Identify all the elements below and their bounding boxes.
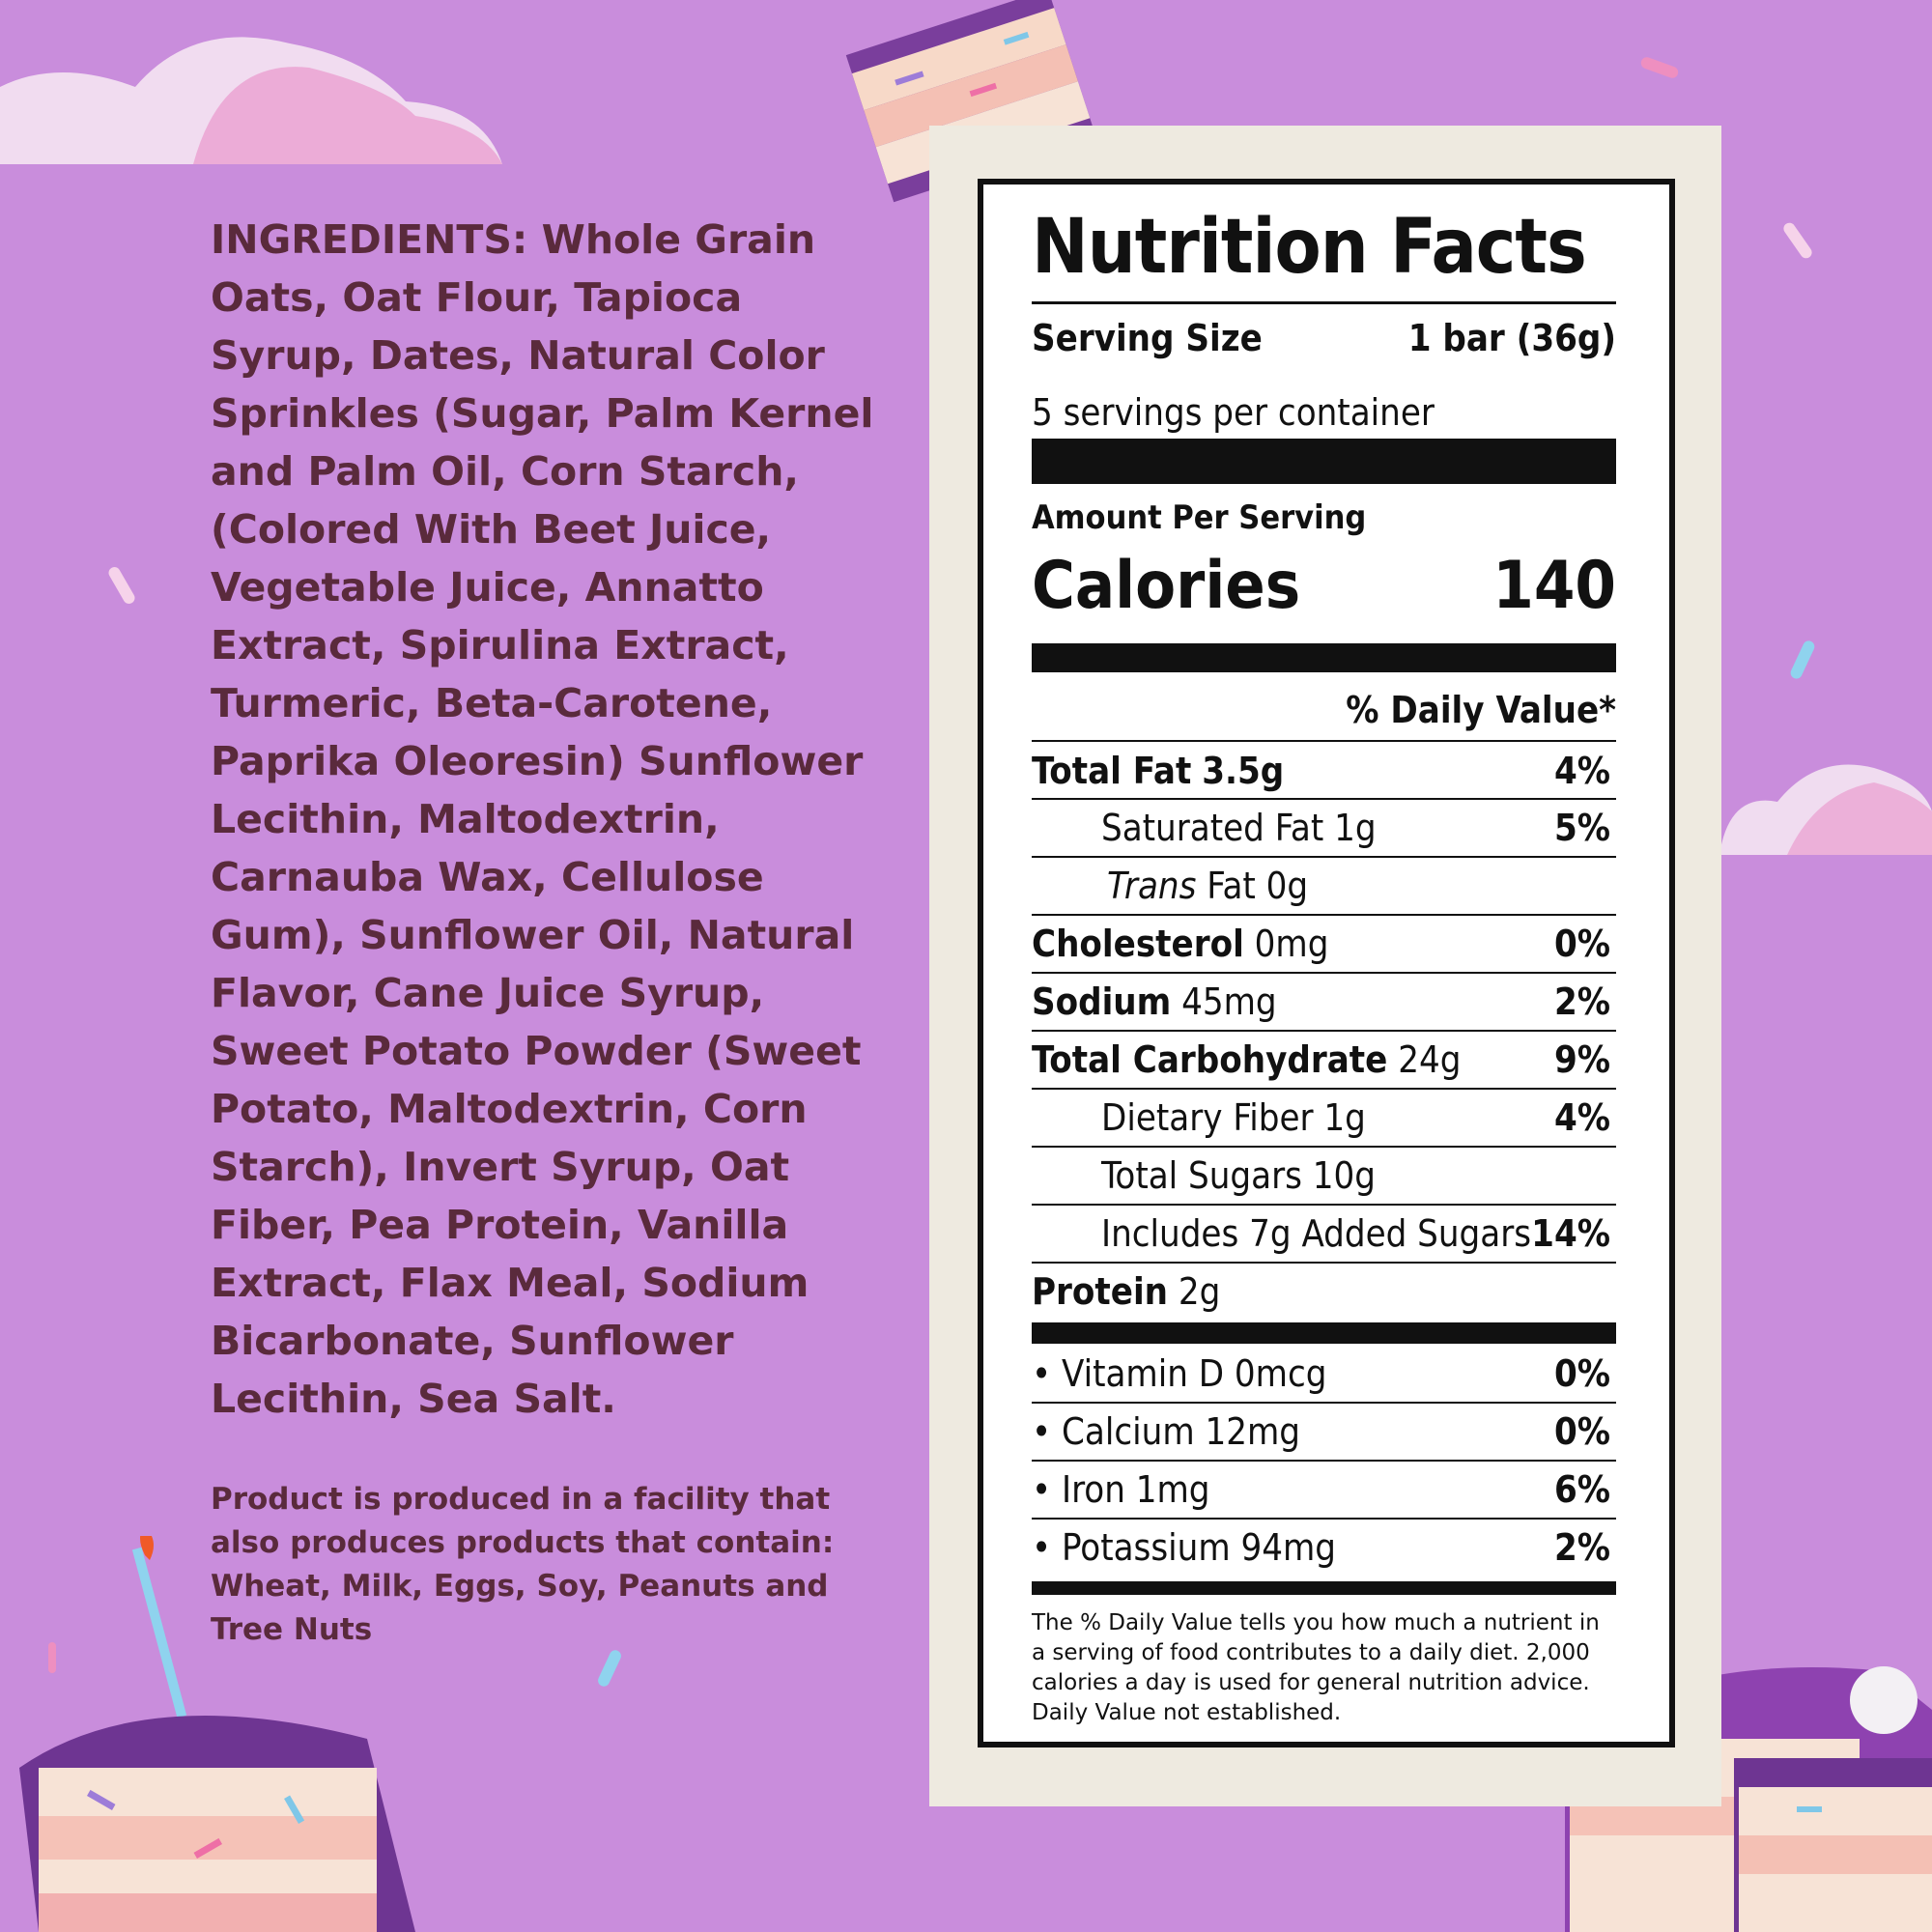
divider: [1032, 1518, 1616, 1520]
cloud-top-left: [0, 37, 502, 164]
total-fat-dv: 4%: [1553, 750, 1610, 792]
total-carb-label: Total Carbohydrate: [1032, 1038, 1388, 1081]
protein-amount: 2g: [1178, 1270, 1221, 1313]
saturated-fat-dv: 5%: [1553, 807, 1610, 849]
servings-per-container: 5 servings per container: [1032, 391, 1435, 434]
daily-value-header: % Daily Value*: [1346, 689, 1616, 731]
cholesterol-row: Cholesterol 0mg 0%: [1032, 916, 1616, 972]
amount-per-serving: Amount Per Serving: [1032, 498, 1367, 537]
sodium-label: Sodium: [1032, 980, 1172, 1023]
total-fat-amount: 3.5g: [1202, 750, 1285, 792]
total-carbohydrate-row: Total Carbohydrate 24g 9%: [1032, 1032, 1616, 1088]
nutrition-facts-title: Nutrition Facts: [1032, 204, 1587, 291]
sprinkle: [1788, 639, 1817, 681]
total-sugars-label: Total Sugars 10g: [1101, 1154, 1376, 1197]
total-sugars-row: Total Sugars 10g: [1032, 1148, 1616, 1204]
iron-dv: 6%: [1553, 1468, 1610, 1511]
protein-row: Protein 2g: [1032, 1264, 1616, 1320]
divider: [1032, 856, 1616, 858]
trans-fat-italic: Trans: [1107, 865, 1197, 907]
thick-divider: [1032, 439, 1616, 484]
divider: [1032, 740, 1616, 742]
calories-label: Calories: [1032, 547, 1301, 624]
added-sugars-label: Includes 7g Added Sugars: [1101, 1212, 1532, 1255]
trans-fat-row: Trans Fat 0g: [1032, 858, 1616, 914]
sodium-amount: 45mg: [1181, 980, 1277, 1023]
calcium-dv: 0%: [1553, 1410, 1610, 1453]
allergen-statement: Product is produced in a facility that a…: [211, 1482, 835, 1647]
divider: [1032, 1204, 1616, 1206]
potassium-label: • Potassium 94mg: [1032, 1526, 1337, 1569]
protein-label: Protein: [1032, 1270, 1168, 1313]
serving-size-label: Serving Size: [1032, 317, 1263, 359]
thick-divider: [1032, 1581, 1616, 1595]
sprinkle: [48, 1642, 56, 1673]
thick-divider: [1032, 1322, 1616, 1344]
total-carb-amount: 24g: [1398, 1038, 1462, 1081]
divider: [1032, 1030, 1616, 1032]
thick-divider: [1032, 643, 1616, 672]
daily-value-header-row: % Daily Value*: [1032, 682, 1616, 738]
sprinkle: [596, 1648, 623, 1689]
ingredients-label: INGREDIENTS:: [211, 216, 528, 263]
dietary-fiber-label: Dietary Fiber 1g: [1101, 1096, 1366, 1139]
sprinkle: [1781, 220, 1814, 261]
cholesterol-amount: 0mg: [1254, 923, 1329, 965]
saturated-fat-label: Saturated Fat 1g: [1101, 807, 1377, 849]
iron-label: • Iron 1mg: [1032, 1468, 1210, 1511]
total-fat-row: Total Fat 3.5g 4%: [1032, 743, 1616, 799]
sodium-dv: 2%: [1553, 980, 1610, 1023]
ingredients-text: Whole Grain Oats, Oat Flour, Tapioca Syr…: [211, 216, 874, 1422]
saturated-fat-row: Saturated Fat 1g 5%: [1032, 800, 1616, 856]
serving-size-value: 1 bar (36g): [1407, 317, 1616, 359]
calories-row: Calories 140: [1032, 542, 1616, 629]
dietary-fiber-dv: 4%: [1553, 1096, 1610, 1139]
divider: [1032, 972, 1616, 974]
nutrition-facts-label: Nutrition Facts Serving Size 1 bar (36g)…: [978, 179, 1675, 1747]
potassium-dv: 2%: [1553, 1526, 1610, 1569]
total-carb-dv: 9%: [1553, 1038, 1610, 1081]
vitamin-d-dv: 0%: [1553, 1352, 1610, 1395]
cake-slice-bottom-left: [19, 1536, 415, 1932]
amount-per-serving-row: Amount Per Serving: [1032, 490, 1616, 546]
iron-row: • Iron 1mg 6%: [1032, 1462, 1616, 1518]
ingredients-block: INGREDIENTS: Whole Grain Oats, Oat Flour…: [211, 211, 877, 1428]
dietary-fiber-row: Dietary Fiber 1g 4%: [1032, 1090, 1616, 1146]
total-fat-label: Total Fat: [1032, 750, 1192, 792]
divider: [1032, 798, 1616, 800]
divider: [1032, 1088, 1616, 1090]
sprinkle: [106, 564, 137, 607]
potassium-row: • Potassium 94mg 2%: [1032, 1520, 1616, 1576]
added-sugars-dv: 14%: [1531, 1212, 1610, 1255]
calcium-row: • Calcium 12mg 0%: [1032, 1404, 1616, 1460]
sodium-row: Sodium 45mg 2%: [1032, 974, 1616, 1030]
divider: [1032, 1146, 1616, 1148]
cholesterol-label: Cholesterol: [1032, 923, 1244, 965]
cloud-right: [1719, 764, 1932, 855]
servings-per-container-row: 5 servings per container: [1032, 384, 1616, 440]
divider: [1032, 1460, 1616, 1462]
daily-value-footnote: The % Daily Value tells you how much a n…: [1032, 1610, 1600, 1725]
divider: [1032, 301, 1616, 304]
divider: [1032, 914, 1616, 916]
serving-size-row: Serving Size 1 bar (36g): [1032, 310, 1616, 366]
vitamin-d-row: • Vitamin D 0mcg 0%: [1032, 1346, 1616, 1402]
divider: [1032, 1402, 1616, 1404]
trans-fat-label: Fat 0g: [1207, 865, 1309, 907]
divider: [1032, 1262, 1616, 1264]
calories-value: 140: [1492, 547, 1616, 624]
vitamin-d-label: • Vitamin D 0mcg: [1032, 1352, 1327, 1395]
calcium-label: • Calcium 12mg: [1032, 1410, 1300, 1453]
sprinkle: [1639, 55, 1680, 80]
added-sugars-row: Includes 7g Added Sugars 14%: [1032, 1206, 1616, 1262]
cholesterol-dv: 0%: [1553, 923, 1610, 965]
